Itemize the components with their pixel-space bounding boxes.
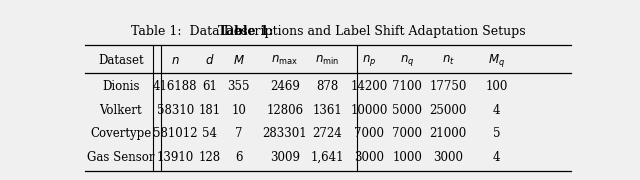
- Text: Dionis: Dionis: [102, 80, 140, 93]
- Text: $n_{\mathrm{min}}$: $n_{\mathrm{min}}$: [315, 54, 339, 67]
- Text: 4: 4: [493, 104, 500, 117]
- Text: Table 1:  Data Descriptions and Label Shift Adaptation Setups: Table 1: Data Descriptions and Label Shi…: [131, 25, 525, 38]
- Text: $M$: $M$: [233, 54, 244, 67]
- Text: Gas Sensor: Gas Sensor: [87, 151, 154, 164]
- Text: $d$: $d$: [205, 53, 214, 67]
- Text: 17750: 17750: [429, 80, 467, 93]
- Text: 1000: 1000: [392, 151, 422, 164]
- Text: Dataset: Dataset: [98, 54, 143, 67]
- Text: 4: 4: [493, 151, 500, 164]
- Text: Table 1:: Table 1:: [218, 25, 273, 38]
- Text: $M_q$: $M_q$: [488, 52, 505, 69]
- Text: 5000: 5000: [392, 104, 422, 117]
- Text: 21000: 21000: [429, 127, 467, 140]
- Text: $n_q$: $n_q$: [400, 53, 415, 68]
- Text: 181: 181: [199, 104, 221, 117]
- Text: 3000: 3000: [433, 151, 463, 164]
- Text: 7100: 7100: [392, 80, 422, 93]
- Text: 581012: 581012: [153, 127, 198, 140]
- Text: 58310: 58310: [157, 104, 194, 117]
- Text: 878: 878: [316, 80, 338, 93]
- Text: 12806: 12806: [266, 104, 303, 117]
- Text: 14200: 14200: [351, 80, 388, 93]
- Text: 1361: 1361: [312, 104, 342, 117]
- Text: 3000: 3000: [354, 151, 384, 164]
- Text: 13910: 13910: [157, 151, 194, 164]
- Text: Table 1:  Data Descriptions and Label Shift Adaptation Setups: Table 1: Data Descriptions and Label Shi…: [131, 25, 525, 38]
- Text: 416188: 416188: [153, 80, 198, 93]
- Text: 10: 10: [231, 104, 246, 117]
- Text: 2724: 2724: [312, 127, 342, 140]
- Text: Covertype: Covertype: [90, 127, 151, 140]
- Text: 283301: 283301: [262, 127, 307, 140]
- Text: 6: 6: [235, 151, 243, 164]
- Text: 54: 54: [202, 127, 218, 140]
- Text: 7000: 7000: [392, 127, 422, 140]
- Text: 2469: 2469: [270, 80, 300, 93]
- Text: 10000: 10000: [351, 104, 388, 117]
- Text: 355: 355: [227, 80, 250, 93]
- Text: $n_p$: $n_p$: [362, 53, 376, 68]
- Text: 7: 7: [235, 127, 243, 140]
- Text: 7000: 7000: [354, 127, 384, 140]
- Text: 25000: 25000: [429, 104, 467, 117]
- Text: 100: 100: [486, 80, 508, 93]
- Text: 3009: 3009: [270, 151, 300, 164]
- Text: 1,641: 1,641: [310, 151, 344, 164]
- Text: 128: 128: [199, 151, 221, 164]
- Text: Volkert: Volkert: [99, 104, 142, 117]
- Text: $n$: $n$: [171, 54, 180, 67]
- Text: 5: 5: [493, 127, 500, 140]
- Text: $n_{\mathrm{max}}$: $n_{\mathrm{max}}$: [271, 54, 298, 67]
- Text: 61: 61: [202, 80, 218, 93]
- Text: $n_t$: $n_t$: [442, 54, 454, 67]
